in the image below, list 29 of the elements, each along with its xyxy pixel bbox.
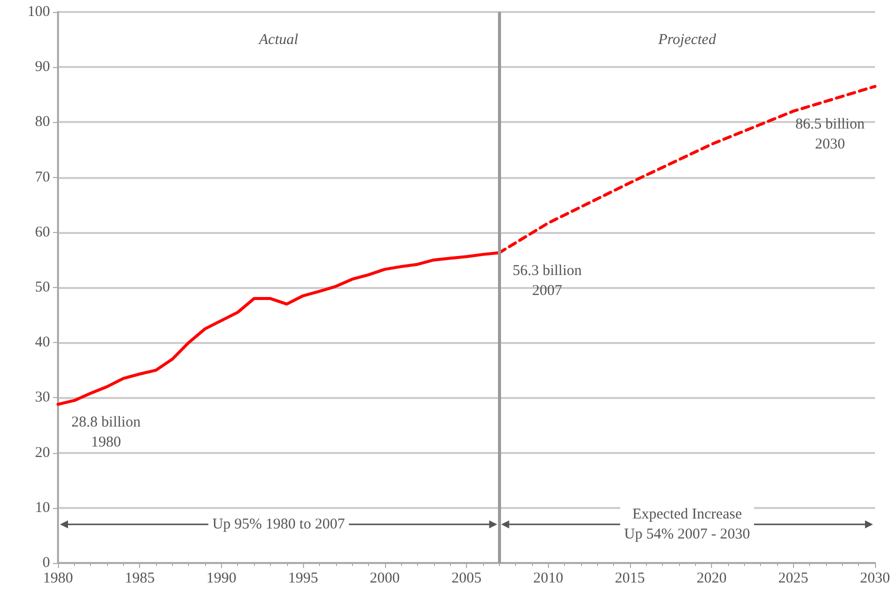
x-tick-label: 1990 <box>206 570 236 586</box>
annotation: Projected <box>657 32 716 48</box>
y-tick-label: 0 <box>42 555 50 571</box>
annotation: 86.5 billion 2030 <box>795 116 866 152</box>
x-tick-label: 2030 <box>860 570 890 586</box>
y-tick-label: 100 <box>28 4 50 20</box>
y-tick-label: 80 <box>35 114 50 130</box>
x-tick-label: 2015 <box>614 570 645 586</box>
y-tick-label: 90 <box>35 59 50 76</box>
annotation: 56.3 billion 2007 <box>512 262 582 299</box>
x-tick-label: 1980 <box>43 570 73 586</box>
annotation: 28.8 billion 1980 <box>71 414 142 450</box>
y-tick-label: 30 <box>35 390 50 406</box>
y-tick-label: 40 <box>35 334 50 351</box>
x-tick-label: 2000 <box>370 570 400 586</box>
annotation: Actual <box>258 32 298 48</box>
y-tick-label: 70 <box>35 169 50 186</box>
annotation: Up 95% 1980 to 2007 <box>212 516 346 532</box>
y-tick-label: 20 <box>35 444 50 461</box>
x-tick-label: 1985 <box>124 570 155 586</box>
y-tick-label: 50 <box>35 280 50 296</box>
x-tick-label: 2010 <box>533 570 564 586</box>
x-tick-label: 2020 <box>696 570 727 586</box>
y-tick-label: 60 <box>35 224 50 240</box>
x-tick-label: 2025 <box>778 570 808 586</box>
x-tick-label: 2005 <box>452 570 482 586</box>
x-tick-label: 1995 <box>288 570 318 586</box>
annotation: Expected Increase Up 54% 2007 - 2030 <box>624 506 750 542</box>
y-tick-label: 10 <box>35 500 50 516</box>
